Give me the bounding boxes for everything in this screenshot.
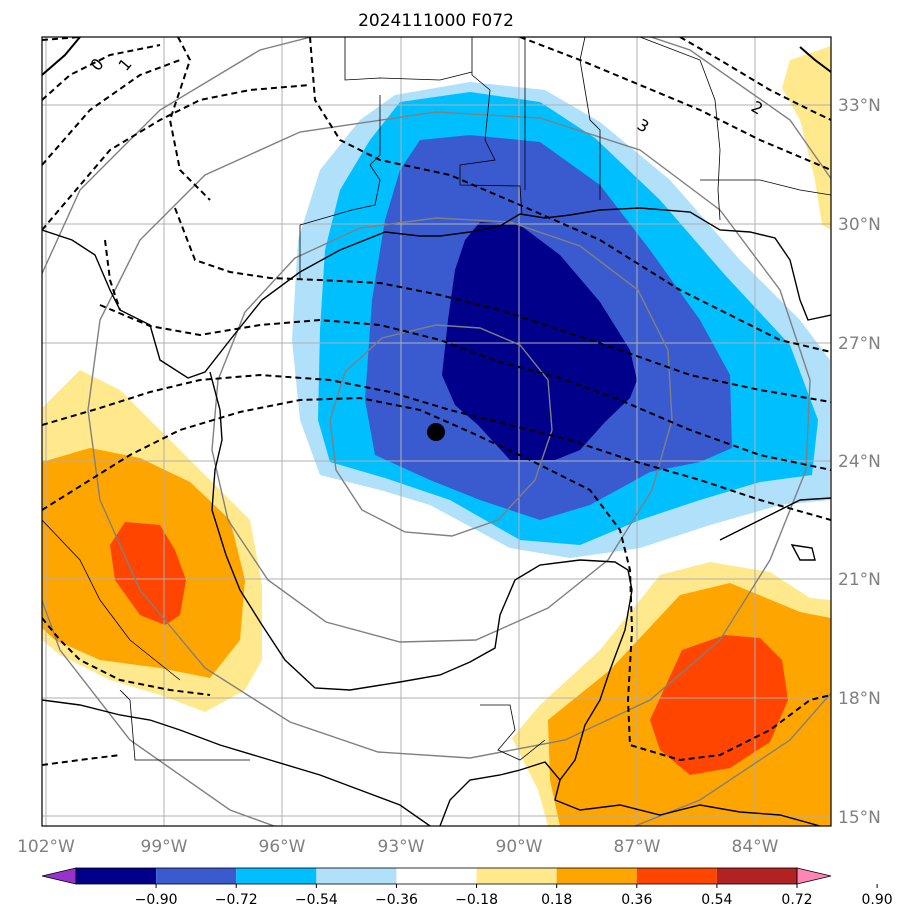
- colorbar-segment: [556, 868, 637, 884]
- lon-label: 84°W: [732, 837, 779, 857]
- lon-label: 96°W: [259, 837, 306, 857]
- colorbar-tick-label: 0.18: [541, 892, 572, 908]
- lon-label: 93°W: [378, 837, 425, 857]
- state-borders: [42, 37, 831, 761]
- colorbar-segment: [236, 868, 317, 884]
- colorbar-outline: [75, 867, 798, 885]
- lon-label: 99°W: [141, 837, 188, 857]
- colorbar-tick-label: 0.72: [781, 892, 812, 908]
- geopotential-contours: [42, 37, 831, 766]
- anomaly-strong-negative: [442, 222, 637, 460]
- lon-label: 87°W: [614, 837, 661, 857]
- colorbar-segment: [476, 868, 557, 884]
- colorbar-segment: [76, 868, 157, 884]
- colorbar-segment: [636, 868, 717, 884]
- lat-label: 30°N: [838, 215, 881, 235]
- lat-label: 18°N: [838, 689, 881, 709]
- coastlines: [42, 207, 831, 826]
- lat-label: 15°N: [838, 808, 881, 828]
- colorbar-tick-label: −0.18: [455, 892, 498, 908]
- lon-label: 90°W: [496, 837, 543, 857]
- map-area: 0 1 3 2: [42, 37, 831, 826]
- lon-label: 102°W: [17, 837, 75, 857]
- positive-anomaly-field-southeast: [512, 562, 831, 826]
- distance-rings: [42, 37, 831, 826]
- colorbar-tick-label: −0.54: [295, 892, 338, 908]
- lat-lon-grid: [42, 37, 831, 826]
- positive-anomaly-field-west: [42, 370, 262, 712]
- contour-label-1: 1: [115, 55, 136, 75]
- colorbar-tick-label: 0.90: [862, 892, 893, 908]
- latitude-labels: 33°N 30°N 27°N 24°N 21°N 18°N 15°N: [838, 96, 881, 828]
- lat-label: 33°N: [838, 96, 881, 116]
- colorbar-tick-label: −0.36: [375, 892, 418, 908]
- solid-contours: [42, 37, 831, 76]
- colorbar-segment: [396, 868, 477, 884]
- anomaly-mid-positive-west: [110, 522, 186, 625]
- lat-label: 21°N: [838, 570, 881, 590]
- colorbar-extend-high: [796, 867, 832, 885]
- anomaly-faint-positive-ne: [782, 46, 831, 230]
- colorbar-segment: [316, 868, 397, 884]
- colorbar-segment: [716, 868, 797, 884]
- colorbar-tick-label: 0.36: [621, 892, 652, 908]
- colorbar-tick-label: −0.90: [135, 892, 178, 908]
- colorbar-extend-low: [41, 867, 77, 885]
- contour-label-0: 0: [87, 55, 108, 75]
- lat-label: 24°N: [838, 452, 881, 472]
- colorbar-tick-label: 0.54: [701, 892, 732, 908]
- colorbar: −0.90 −0.72 −0.54 −0.36 −0.18 0.18 0.36 0.54 0.7…: [41, 867, 893, 908]
- map-title: 2024111000 F072: [358, 11, 514, 31]
- colorbar-segment: [156, 868, 237, 884]
- lat-label: 27°N: [838, 334, 881, 354]
- positive-anomaly-field-ne: [782, 46, 831, 230]
- contour-label-2: 2: [748, 97, 766, 119]
- colorbar-tick-label: −0.72: [215, 892, 258, 908]
- map-frame: [41, 36, 832, 827]
- storm-center-marker: [427, 423, 445, 441]
- longitude-labels: 102°W 99°W 96°W 93°W 90°W 87°W 84°W: [17, 837, 779, 857]
- negative-anomaly-field: [292, 82, 830, 558]
